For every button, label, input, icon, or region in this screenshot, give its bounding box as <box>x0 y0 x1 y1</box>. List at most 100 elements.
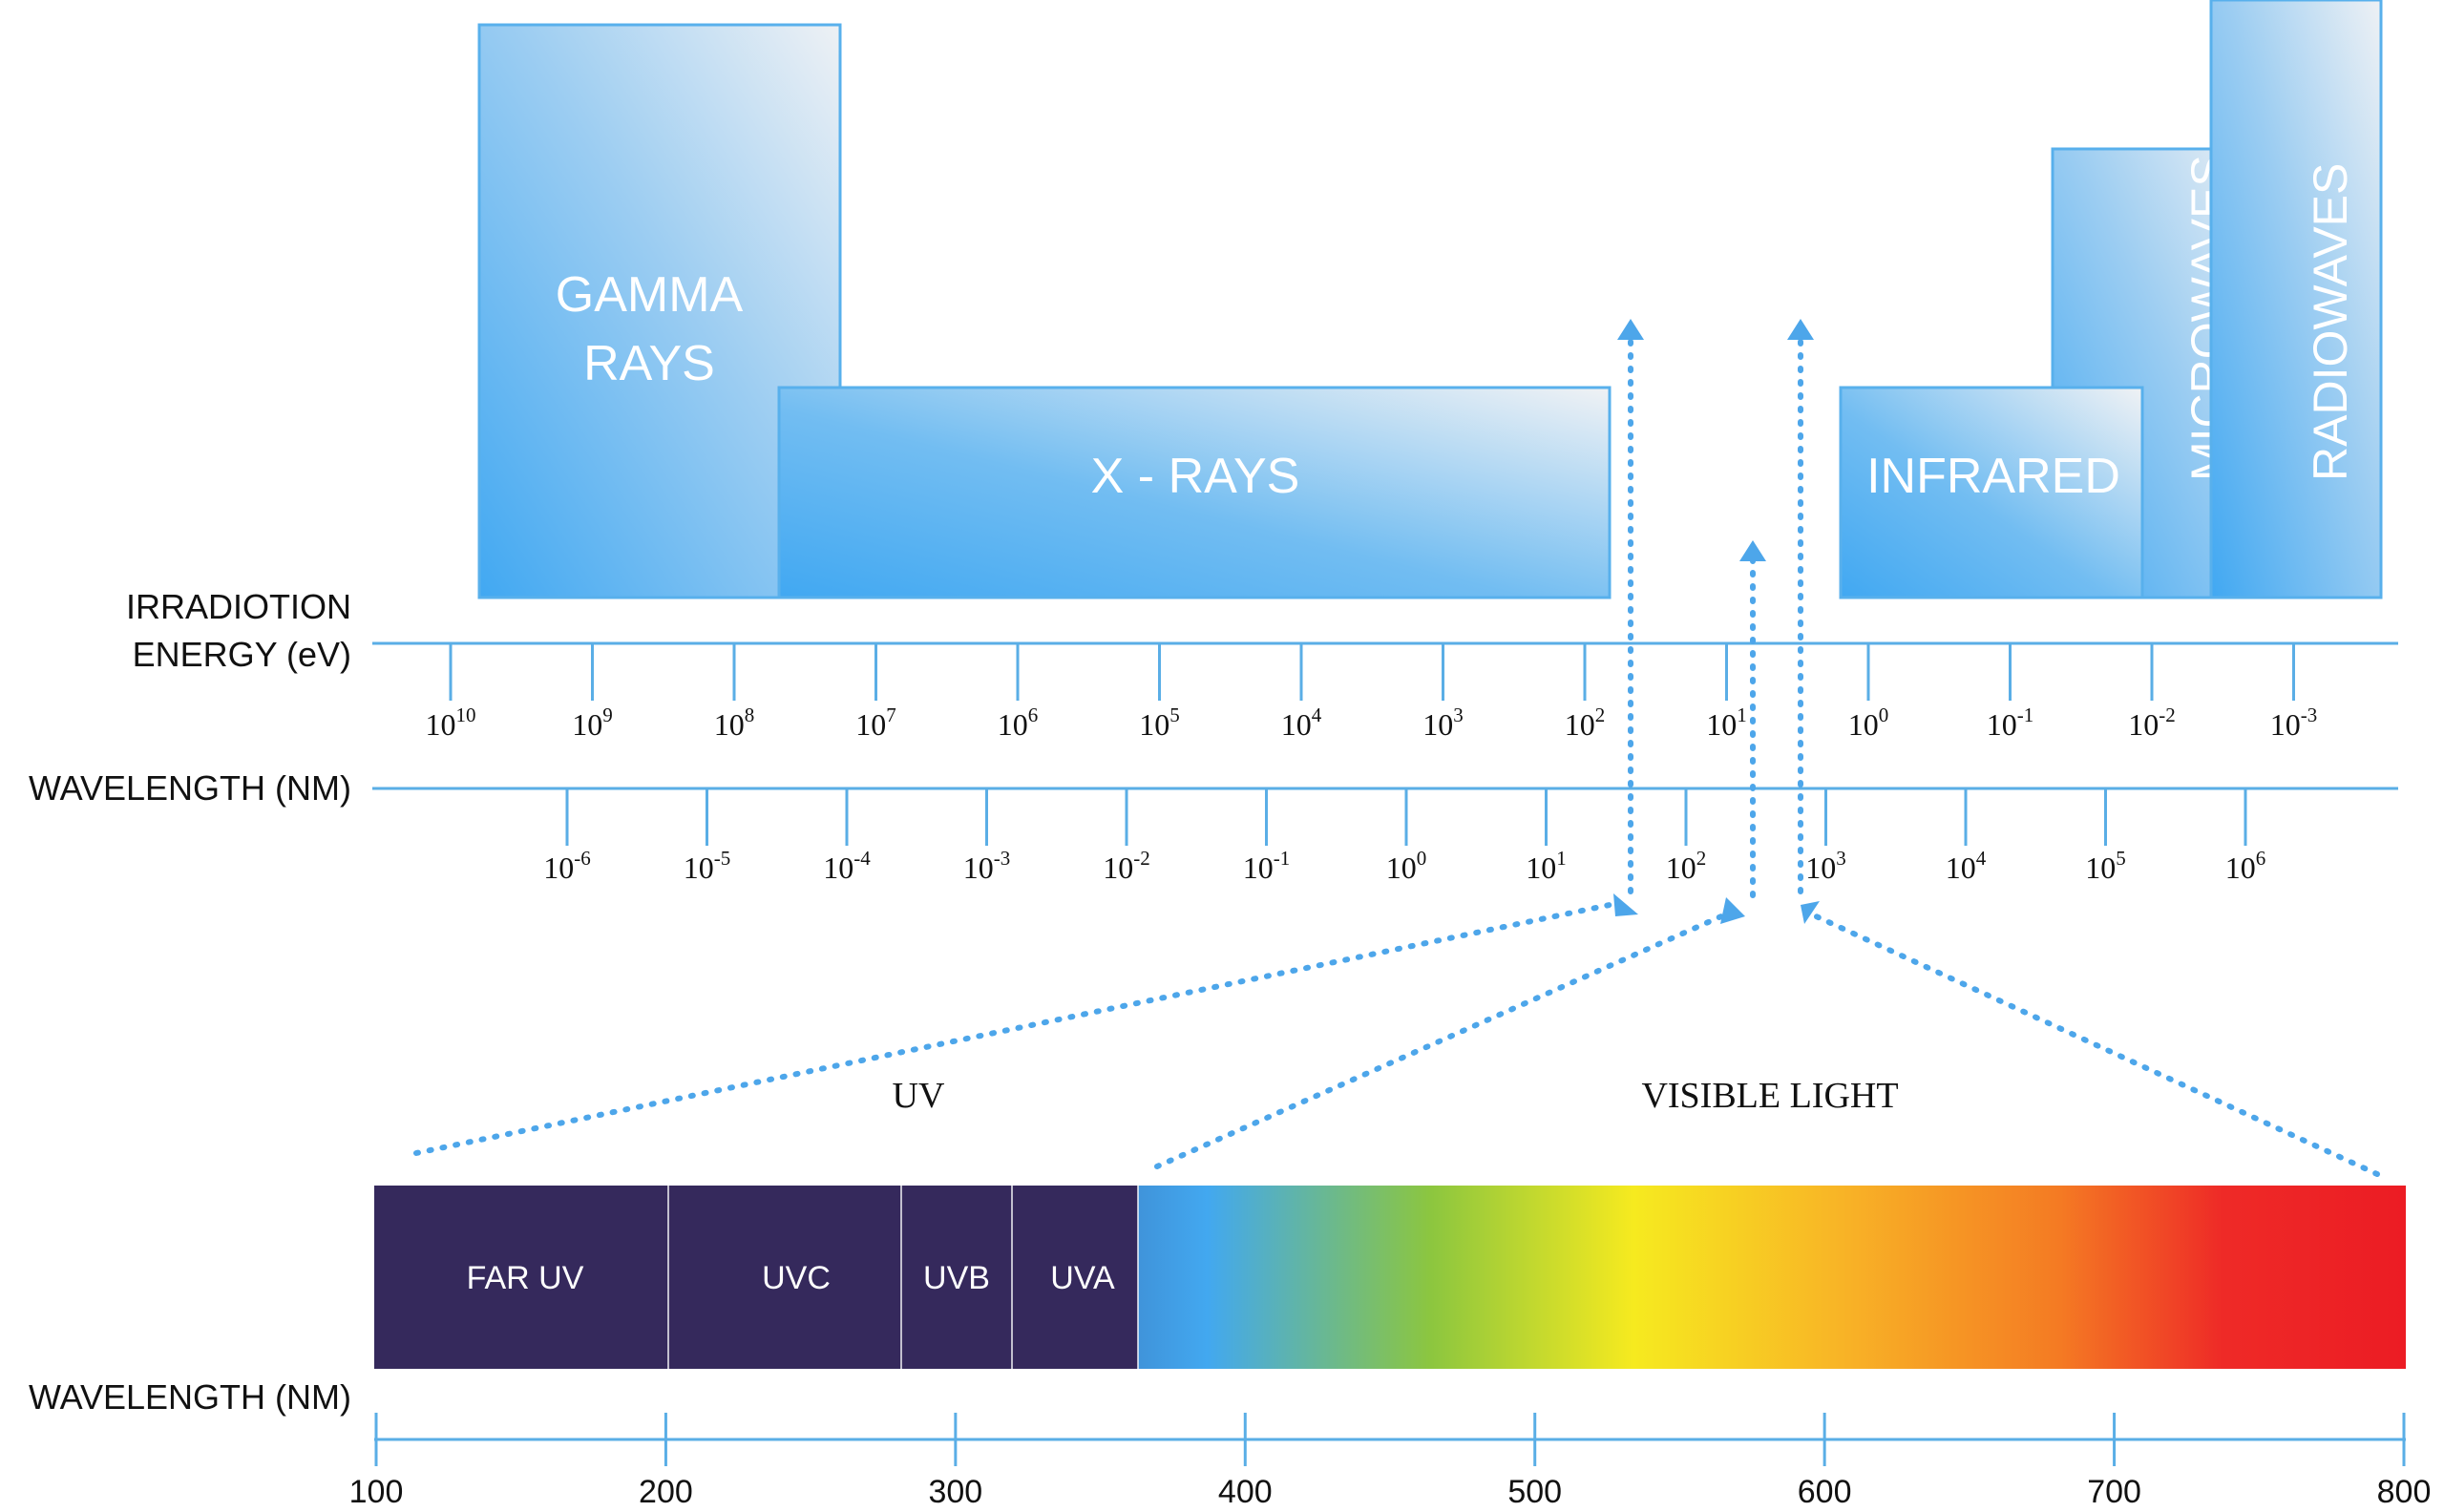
band-infrared: INFRARED <box>1839 386 2144 599</box>
energy-tick-label: 10-3 <box>2270 704 2318 742</box>
wavelength-tick-label-base: 10 <box>2225 850 2256 885</box>
arrow-heads <box>1613 319 1820 924</box>
wavelength-tick-label-base: 10 <box>1243 850 1274 885</box>
arrow-uv-diagonal-left <box>413 902 1612 1156</box>
wavelength-tick-label-exp: 2 <box>1696 847 1707 870</box>
energy-tick-label-exp: 2 <box>1595 704 1606 726</box>
energy-tick-label-exp: 9 <box>602 704 613 726</box>
band-radiowaves-label: RADIOWAVES <box>2304 163 2357 481</box>
band-infrared-label: INFRARED <box>1866 449 2120 504</box>
wavelength-tick-label-exp: -5 <box>714 847 731 870</box>
energy-tick-label-exp: 4 <box>1312 704 1322 726</box>
energy-tick-label: 101 <box>1706 704 1747 742</box>
energy-tick-label-base: 10 <box>1139 707 1169 742</box>
energy-tick-label-base: 10 <box>1565 707 1595 742</box>
region-uv-label: UV <box>893 1076 945 1116</box>
wavelength-tick-label: 105 <box>2085 847 2126 885</box>
energy-tick-label-exp: 7 <box>886 704 896 726</box>
bottom-wavelength-axis-title: WAVELENGTH (NM) <box>29 1377 351 1417</box>
arrowhead-down-right <box>1801 901 1820 924</box>
wavelength-tick-label: 10-2 <box>1103 847 1150 885</box>
energy-axis-title-line1: IRRADIOTION <box>126 587 351 626</box>
energy-tick-label-base: 10 <box>1987 707 2017 742</box>
spectrum-bar: FAR UV UVC UVB UVA <box>374 1186 2406 1369</box>
energy-tick-label-exp: 10 <box>456 704 476 726</box>
wavelength-tick-label-base: 10 <box>963 850 994 885</box>
wavelength-tick-label-exp: 0 <box>1417 847 1427 870</box>
wavelength-tick-label: 10-6 <box>543 847 591 885</box>
energy-tick-label-exp: 6 <box>1028 704 1039 726</box>
energy-tick-label-exp: -1 <box>2017 704 2034 726</box>
wavelength-tick-label-exp: -6 <box>574 847 591 870</box>
wavelength-tick-label-base: 10 <box>1666 850 1696 885</box>
arrow-visible-diagonal-left <box>1154 910 1733 1169</box>
uv-band-far-uv: FAR UV <box>467 1260 584 1296</box>
arrowhead-down-middle <box>1720 897 1745 924</box>
wavelength-tick-label-base: 10 <box>684 850 714 885</box>
energy-tick-label: 106 <box>998 704 1039 742</box>
nm-tick-label: 100 <box>349 1474 404 1510</box>
energy-tick-label-base: 10 <box>2270 707 2301 742</box>
wavelength-tick-label-base: 10 <box>1946 850 1976 885</box>
energy-tick-label-exp: 1 <box>1737 704 1747 726</box>
uv-band-uva: UVA <box>1050 1260 1115 1296</box>
wavelength-tick-label: 10-3 <box>963 847 1011 885</box>
energy-tick-label-base: 10 <box>1422 707 1453 742</box>
energy-tick-label-exp: 8 <box>745 704 755 726</box>
wavelength-tick-label: 102 <box>1666 847 1707 885</box>
arrowhead-down-left <box>1613 893 1638 916</box>
uv-band-uvc: UVC <box>762 1260 831 1296</box>
energy-tick-label-base: 10 <box>714 707 745 742</box>
energy-tick-label-base: 10 <box>1281 707 1312 742</box>
energy-tick-label-exp: 3 <box>1453 704 1464 726</box>
energy-tick-label-exp: -2 <box>2159 704 2176 726</box>
energy-tick-label-base: 10 <box>2128 707 2159 742</box>
wavelength-axis: 10-6 10-5 10-4 10-3 10-2 10-1 100 101 102 103 104 1… <box>372 787 2398 885</box>
wavelength-tick-label-exp: 1 <box>1556 847 1567 870</box>
band-xrays-label: X - RAYS <box>1091 449 1300 504</box>
wavelength-tick-label-exp: 5 <box>2116 847 2126 870</box>
wavelength-tick-label-exp: -3 <box>994 847 1011 870</box>
energy-tick-label: 10-2 <box>2128 704 2176 742</box>
wavelength-tick-label: 10-1 <box>1243 847 1291 885</box>
energy-tick-label: 108 <box>714 704 755 742</box>
energy-tick-label-base: 10 <box>426 707 456 742</box>
energy-tick-label: 1010 <box>426 704 476 742</box>
nm-tick-label: 800 <box>2377 1474 2432 1510</box>
wavelength-tick-label: 100 <box>1386 847 1427 885</box>
energy-tick-label-exp: 5 <box>1169 704 1180 726</box>
nm-tick-label: 400 <box>1218 1474 1273 1510</box>
energy-tick-label: 100 <box>1848 704 1889 742</box>
wavelength-tick-label-exp: 6 <box>2256 847 2266 870</box>
wavelength-tick-label: 103 <box>1805 847 1846 885</box>
wavelength-tick-label-base: 10 <box>1386 850 1417 885</box>
uv-dark-region <box>374 1186 1138 1369</box>
wavelength-axis-title: WAVELENGTH (NM) <box>29 768 351 808</box>
energy-axis-title-line2: ENERGY (eV) <box>133 635 351 674</box>
energy-tick-label-base: 10 <box>572 707 602 742</box>
wavelength-tick-label-base: 10 <box>1526 850 1556 885</box>
nm-axis: 100 200 300 400 500 600 700 800 <box>349 1413 2432 1510</box>
arrowhead-up-1 <box>1617 319 1644 340</box>
energy-tick-label: 103 <box>1422 704 1464 742</box>
nm-tick-label: 300 <box>928 1474 982 1510</box>
region-visible-label: VISIBLE LIGHT <box>1641 1076 1898 1116</box>
energy-tick-label-exp: -3 <box>2301 704 2318 726</box>
wavelength-tick-label-base: 10 <box>823 850 853 885</box>
energy-tick-label-base: 10 <box>1706 707 1737 742</box>
wavelength-tick-label: 10-5 <box>684 847 731 885</box>
pointer-arrows <box>413 339 2380 1177</box>
energy-tick-label: 102 <box>1565 704 1606 742</box>
wavelength-tick-label: 104 <box>1946 847 1987 885</box>
energy-tick-label: 107 <box>855 704 896 742</box>
nm-tick-label: 200 <box>639 1474 693 1510</box>
wavelength-tick-label: 10-4 <box>823 847 871 885</box>
arrowhead-up-3 <box>1787 319 1814 340</box>
wavelength-tick-label-exp: 4 <box>1976 847 1987 870</box>
energy-tick-label-exp: 0 <box>1879 704 1889 726</box>
energy-axis: 1010 109 108 107 106 105 104 103 102 101 100 10-1 10… <box>372 641 2398 742</box>
energy-tick-label-base: 10 <box>855 707 886 742</box>
wavelength-tick-label: 101 <box>1526 847 1567 885</box>
wavelength-tick-label-base: 10 <box>543 850 574 885</box>
